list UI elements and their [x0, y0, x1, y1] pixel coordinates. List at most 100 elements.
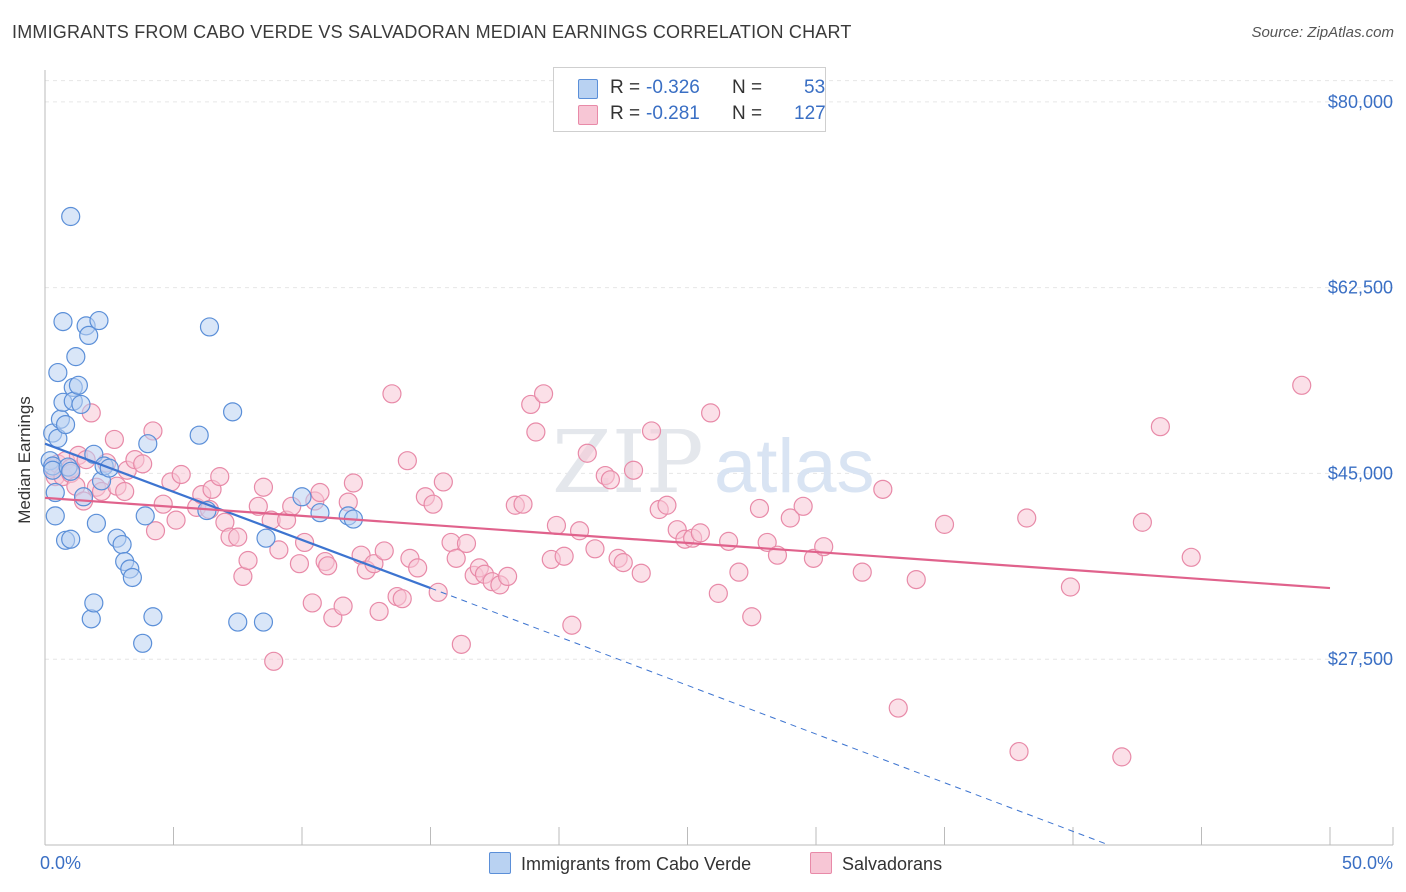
salvadoran-point — [171, 464, 191, 485]
salvadoran-point — [585, 539, 605, 559]
cabo-verde-point — [189, 425, 209, 445]
salvadoran-point — [1132, 512, 1152, 532]
salvadoran-point — [742, 607, 762, 627]
salvadoran-point — [533, 384, 554, 404]
cabo-verde-point — [310, 503, 330, 523]
legend-n-value: 127 — [794, 103, 826, 124]
salvadoran-point — [446, 548, 466, 568]
salvadoran-point — [521, 394, 541, 415]
salvadoran-point — [793, 496, 813, 516]
cabo-verde-point — [61, 529, 81, 549]
salvadoran-point — [1181, 547, 1201, 567]
salvadoran-point — [546, 515, 567, 536]
x-tick-label: 0.0% — [40, 853, 81, 873]
legend-r-label: R = — [610, 77, 641, 98]
salvadoran-point — [729, 562, 749, 582]
cabo-verde-point — [122, 567, 142, 588]
salvadoran-point — [906, 569, 926, 590]
cabo-verde-trend-line — [44, 442, 431, 590]
salvadoran-point — [1150, 417, 1170, 437]
bottom-legend-label: Salvadorans — [842, 854, 943, 874]
salvadoran-point — [210, 467, 230, 487]
salvadoran-point — [115, 481, 135, 502]
cabo-verde-point — [112, 534, 132, 555]
salvadoran-point — [397, 451, 417, 471]
cabo-verde-point — [61, 206, 81, 227]
cabo-verde-point — [135, 506, 155, 526]
source-label: Source: ZipAtlas.com — [1251, 24, 1394, 41]
salvadoran-point — [433, 472, 453, 492]
cabo-verde-point — [68, 375, 89, 395]
salvadoran-point — [1292, 375, 1312, 395]
salvadoran-point — [554, 546, 574, 566]
cabo-verde-point — [48, 362, 68, 383]
correlation-legend: R = -0.326 N = 53 R = -0.281 N = 127 — [553, 67, 826, 132]
salvadoran-point — [451, 634, 471, 654]
legend-r-label: R = — [610, 103, 641, 124]
salvadoran-point — [343, 473, 363, 493]
bottom-legend-swatch-blue — [489, 852, 511, 874]
salvadoran-point — [133, 454, 153, 474]
salvadoran-point — [145, 521, 166, 541]
salvadoran-point — [408, 558, 428, 578]
salvadoran-point — [600, 470, 621, 490]
salvadoran-point — [166, 510, 186, 530]
salvadoran-point — [641, 421, 662, 441]
cabo-verde-point — [81, 609, 101, 629]
salvadoran-point — [757, 532, 777, 553]
salvadoran-point — [153, 494, 173, 514]
watermark: ZIP atlas — [552, 413, 875, 513]
salvadoran-point — [318, 556, 338, 576]
salvadoran-point — [369, 601, 389, 622]
cabo-verde-point — [43, 460, 63, 480]
salvadoran-point — [1060, 577, 1081, 597]
salvadoran-point — [456, 533, 477, 554]
cabo-verde-point — [133, 633, 153, 653]
salvadoran-point — [269, 540, 289, 560]
salvadoran-point — [294, 532, 315, 553]
cabo-verde-points — [40, 206, 363, 653]
salvadoran-trend-line — [44, 496, 1331, 590]
cabo-verde-point — [143, 607, 163, 627]
salvadoran-point — [302, 593, 322, 613]
cabo-verde-point — [253, 612, 274, 632]
salvadoran-point — [852, 562, 872, 582]
salvadoran-point — [888, 698, 908, 718]
bottom-legend-swatch-pink — [810, 852, 832, 874]
bottom-legend-cabo-verde: Immigrants from Cabo Verde — [489, 852, 751, 875]
cabo-verde-point — [66, 347, 86, 367]
salvadoran-point — [577, 443, 597, 463]
salvadoran-point — [289, 554, 310, 574]
cabo-verde-point — [79, 325, 99, 346]
cabo-verde-point — [223, 402, 243, 422]
salvadoran-point — [623, 460, 644, 480]
y-axis-label: Median Earnings — [15, 396, 34, 524]
cabo-verde-point — [55, 414, 76, 435]
cabo-verde-point — [199, 317, 220, 337]
salvadoran-point — [333, 596, 353, 616]
salvadoran-point — [228, 527, 248, 547]
legend-swatch-pink — [578, 105, 598, 125]
salvadoran-point — [690, 523, 710, 543]
cabo-verde-point — [73, 487, 94, 507]
salvadoran-point — [233, 566, 253, 587]
legend-r-value: -0.326 — [646, 77, 700, 98]
x-tick-label: 50.0% — [1342, 853, 1393, 873]
salvadoran-point — [708, 583, 728, 603]
tick-labels: $27,500 $45,000 $62,500 $80,000 0.0% 50.0% — [40, 92, 1393, 873]
legend-n-value: 53 — [804, 77, 826, 98]
salvadoran-point — [382, 384, 402, 404]
salvadoran-point — [526, 422, 546, 442]
salvadoran-point — [701, 403, 721, 423]
legend-n-label: N = — [732, 77, 763, 98]
salvadoran-point — [238, 550, 258, 571]
cabo-verde-point — [53, 312, 73, 332]
watermark-atlas: atlas — [714, 424, 875, 509]
cabo-verde-point — [45, 506, 65, 526]
salvadoran-point — [719, 531, 739, 551]
salvadoran-point — [310, 482, 330, 503]
salvadoran-point — [423, 494, 443, 514]
bottom-legend-label: Immigrants from Cabo Verde — [521, 854, 752, 874]
cabo-verde-point — [138, 434, 158, 454]
salvadoran-point — [631, 563, 651, 583]
